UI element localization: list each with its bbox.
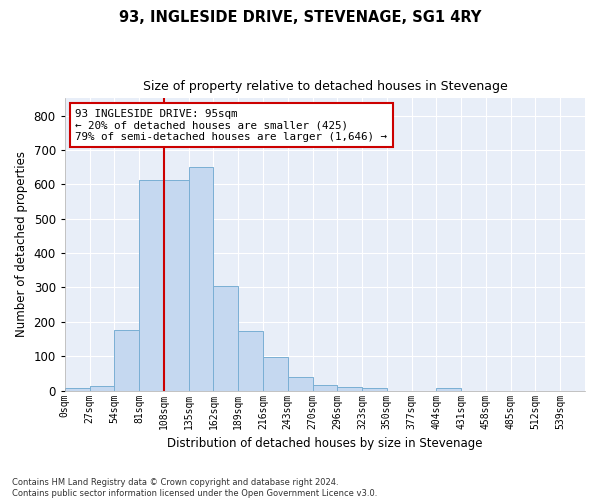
Bar bbox=[65, 388, 89, 390]
Bar bbox=[436, 388, 461, 390]
Text: Contains HM Land Registry data © Crown copyright and database right 2024.
Contai: Contains HM Land Registry data © Crown c… bbox=[12, 478, 377, 498]
Title: Size of property relative to detached houses in Stevenage: Size of property relative to detached ho… bbox=[143, 80, 507, 93]
Bar bbox=[313, 386, 337, 390]
Bar bbox=[164, 180, 188, 390]
Bar bbox=[263, 357, 288, 390]
Bar bbox=[288, 377, 313, 390]
Y-axis label: Number of detached properties: Number of detached properties bbox=[15, 152, 28, 338]
Bar bbox=[362, 388, 387, 390]
Bar bbox=[214, 286, 238, 391]
Bar bbox=[337, 387, 362, 390]
Text: 93, INGLESIDE DRIVE, STEVENAGE, SG1 4RY: 93, INGLESIDE DRIVE, STEVENAGE, SG1 4RY bbox=[119, 10, 481, 25]
Bar bbox=[238, 332, 263, 390]
Bar bbox=[139, 180, 164, 390]
Text: 93 INGLESIDE DRIVE: 95sqm
← 20% of detached houses are smaller (425)
79% of semi: 93 INGLESIDE DRIVE: 95sqm ← 20% of detac… bbox=[75, 108, 387, 142]
Bar bbox=[115, 330, 139, 390]
Bar bbox=[188, 167, 214, 390]
Bar bbox=[89, 386, 115, 390]
X-axis label: Distribution of detached houses by size in Stevenage: Distribution of detached houses by size … bbox=[167, 437, 482, 450]
